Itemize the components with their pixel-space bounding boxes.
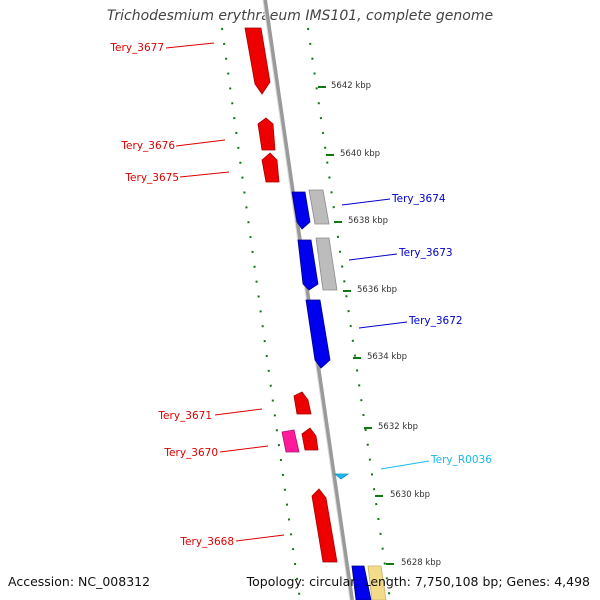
gene-tery-3670-shape[interactable] xyxy=(301,427,319,451)
gene-label-tery-3676[interactable]: Tery_3676 xyxy=(120,140,175,152)
leader-line-tery-3673 xyxy=(348,253,398,261)
gene-label-tery-3673[interactable]: Tery_3673 xyxy=(398,247,453,259)
gene-tery-r0036-shape[interactable] xyxy=(333,473,350,480)
gene-label-tery-3672[interactable]: Tery_3672 xyxy=(408,315,463,327)
gene-bottom-blue-shape[interactable] xyxy=(351,565,372,600)
scale-label-5628: 5628 kbp xyxy=(401,558,441,568)
gene-label-tery-3677[interactable]: Tery_3677 xyxy=(109,42,164,54)
gene-tery-3674-gray-shape[interactable] xyxy=(308,189,330,225)
scale-label-5638: 5638 kbp xyxy=(348,216,388,226)
gene-bottom-yellow-shape[interactable] xyxy=(367,565,387,600)
scale-label-5642: 5642 kbp xyxy=(331,81,371,91)
leader-line-tery-3677 xyxy=(165,42,215,49)
gene-tery-3674-shape[interactable] xyxy=(291,191,311,230)
scale-label-5636: 5636 kbp xyxy=(357,285,397,295)
gene-tery-3671-shape[interactable] xyxy=(293,391,312,415)
leader-line-tery-3668 xyxy=(235,534,285,542)
gene-label-tery-3670[interactable]: Tery_3670 xyxy=(163,447,218,459)
scale-label-5640: 5640 kbp xyxy=(340,149,380,159)
inner-tick-ring xyxy=(307,27,391,600)
leader-line-tery-3671 xyxy=(214,408,263,416)
scale-label-5632: 5632 kbp xyxy=(378,422,418,432)
gene-tery-3675-shape[interactable] xyxy=(261,152,280,183)
map-title: Trichodesmium erythraeum IMS101, complet… xyxy=(106,8,494,24)
gene-tery-3673-shape[interactable] xyxy=(297,239,319,291)
gene-tery-3677-shape[interactable] xyxy=(244,27,271,95)
gene-label-tery-r0036[interactable]: Tery_R0036 xyxy=(430,454,492,466)
scale-label-5634: 5634 kbp xyxy=(367,352,407,362)
gene-tery-3668-shape[interactable] xyxy=(311,488,338,563)
gene-label-tery-3674[interactable]: Tery_3674 xyxy=(391,193,446,205)
scale-label-5630: 5630 kbp xyxy=(390,490,430,500)
gene-tery-3670-rrna-shape[interactable] xyxy=(281,429,300,453)
gene-tery-3676-shape[interactable] xyxy=(257,117,276,151)
gene-label-tery-3671[interactable]: Tery_3671 xyxy=(157,410,212,422)
leader-line-tery-3676 xyxy=(175,139,226,147)
topology-label: Topology: circular; Length: 7,750,108 bp… xyxy=(246,574,590,589)
leader-line-tery-r0036 xyxy=(380,460,430,470)
gene-label-tery-3668[interactable]: Tery_3668 xyxy=(179,536,234,548)
leader-line-tery-3675 xyxy=(179,171,230,178)
leader-line-tery-3674 xyxy=(341,198,391,206)
leader-line-tery-3670 xyxy=(219,445,269,453)
gene-tery-3672-shape[interactable] xyxy=(305,299,331,369)
outer-tick-ring xyxy=(221,27,301,600)
gene-tery-3673-gray-shape[interactable] xyxy=(315,237,338,291)
gene-label-tery-3675[interactable]: Tery_3675 xyxy=(124,172,179,184)
accession-label: Accession: NC_008312 xyxy=(8,574,151,589)
leader-line-tery-3672 xyxy=(358,321,408,329)
